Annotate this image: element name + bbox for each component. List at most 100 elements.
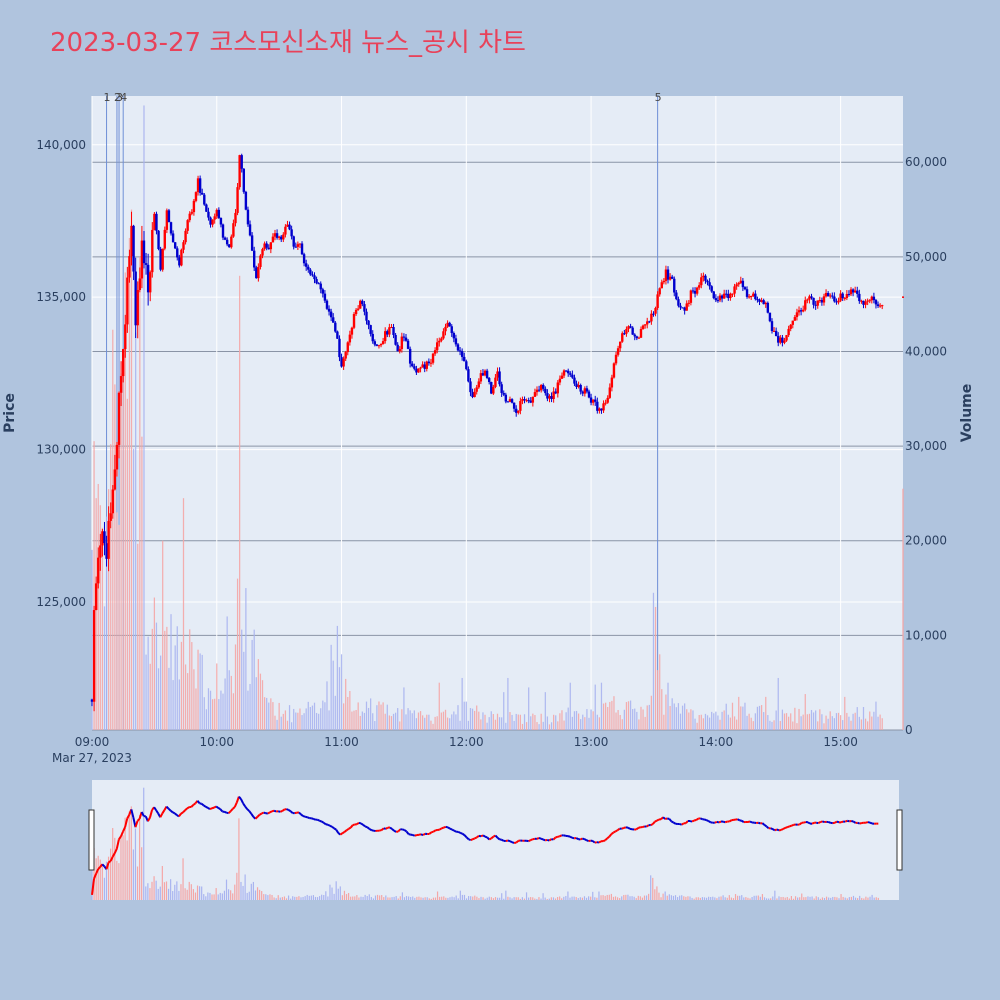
slider-price-segment — [391, 828, 395, 832]
slider-volume-bar — [283, 896, 286, 900]
volume-bar — [661, 689, 663, 730]
candle-body — [394, 334, 397, 345]
candle-body — [693, 290, 697, 294]
volume-bar — [149, 663, 151, 730]
volume-bar — [744, 702, 746, 730]
candle-body — [710, 286, 713, 292]
candle-body — [745, 289, 749, 297]
candle-body — [515, 408, 518, 413]
slider-price-segment — [167, 807, 172, 812]
candle-body — [429, 362, 433, 364]
volume-bar — [372, 713, 374, 730]
slider-volume-bar — [600, 895, 602, 900]
range-slider-left-handle[interactable] — [88, 809, 95, 871]
slider-volume-bar — [292, 896, 294, 900]
candle-body — [606, 397, 609, 403]
candle-body — [546, 393, 549, 399]
slider-price-segment — [209, 807, 213, 811]
candle-body — [785, 335, 788, 341]
slider-price-segment — [608, 833, 613, 838]
slider-price-segment — [461, 832, 466, 836]
slider-price-segment — [432, 829, 437, 833]
candle-body — [698, 285, 701, 288]
slider-volume-bar — [306, 894, 308, 900]
slider-price-segment — [155, 809, 160, 815]
slider-volume-bar — [871, 894, 873, 900]
volume-bar — [370, 698, 372, 730]
slider-price-segment — [184, 807, 188, 811]
volume-bar — [151, 628, 153, 730]
volume-bar — [259, 673, 262, 730]
slider-volume-bar — [174, 884, 176, 900]
volume-bar — [519, 714, 521, 730]
candle-body — [406, 340, 410, 349]
slider-volume-bar — [503, 898, 505, 900]
volume-bar — [278, 702, 280, 730]
slider-volume-bar — [848, 897, 850, 900]
slider-volume-bar — [308, 895, 310, 900]
slider-volume-bar — [693, 898, 695, 900]
slider-price-segment — [490, 835, 495, 840]
volume-bar — [484, 714, 486, 730]
candle-body — [621, 333, 624, 342]
volume-bar — [390, 716, 393, 730]
volume-bar — [686, 709, 688, 730]
candle-body — [600, 408, 603, 411]
candle-body — [639, 329, 643, 338]
volume-bar — [91, 549, 93, 730]
candle-body — [814, 304, 817, 306]
volume-bar — [873, 711, 875, 730]
slider-volume-bar — [110, 848, 112, 900]
slider-price-segment — [349, 824, 354, 829]
candle-body — [618, 341, 622, 349]
candle-body — [194, 192, 198, 201]
slider-price-segment — [552, 836, 557, 841]
slider-volume-bar — [755, 895, 757, 900]
volume-bar — [815, 710, 817, 730]
slider-price-segment — [612, 830, 617, 834]
candle-body — [673, 278, 676, 293]
volume-bar — [253, 629, 255, 730]
slider-volume-bar — [753, 895, 755, 900]
slider-volume-bar — [128, 811, 130, 900]
candle-body — [248, 224, 252, 236]
candle-body — [510, 399, 514, 403]
slider-volume-bar — [184, 888, 186, 900]
candle-body — [448, 322, 451, 327]
slider-volume-bar — [480, 896, 482, 900]
slider-volume-bar — [689, 896, 691, 900]
volume-bar — [157, 668, 160, 730]
slider-volume-bar — [267, 895, 269, 900]
range-slider[interactable] — [92, 780, 899, 900]
candle-body — [219, 217, 223, 225]
slider-volume-bar — [132, 849, 134, 900]
slider-volume-bar — [136, 866, 139, 900]
volume-bar — [282, 713, 284, 730]
slider-volume-bar — [598, 891, 600, 900]
candle-body — [178, 257, 181, 266]
volume-bar — [607, 706, 609, 730]
candle-body — [97, 557, 100, 584]
range-slider-right-handle[interactable] — [896, 809, 903, 871]
volume-bar — [642, 709, 644, 730]
slider-price-segment — [598, 840, 602, 844]
volume-bar — [538, 724, 540, 730]
slider-price-segment — [203, 804, 207, 808]
candle-body — [438, 340, 441, 343]
slider-volume-bar — [155, 880, 157, 900]
volume-bar — [234, 644, 237, 730]
candle-body — [363, 304, 366, 312]
slider-price-segment — [724, 820, 728, 824]
slider-price-segment — [153, 806, 157, 811]
candle-body — [250, 235, 254, 251]
volume-bar — [261, 680, 264, 730]
volume-bar — [143, 105, 145, 730]
volume-bar — [378, 701, 380, 730]
candle-body — [157, 230, 160, 250]
slider-price-segment — [269, 810, 273, 814]
slider-volume-bar — [327, 896, 329, 900]
slider-volume-bar — [633, 896, 635, 900]
candle-body — [296, 244, 300, 247]
volume-bar — [634, 708, 636, 730]
volume-bar — [324, 702, 326, 730]
